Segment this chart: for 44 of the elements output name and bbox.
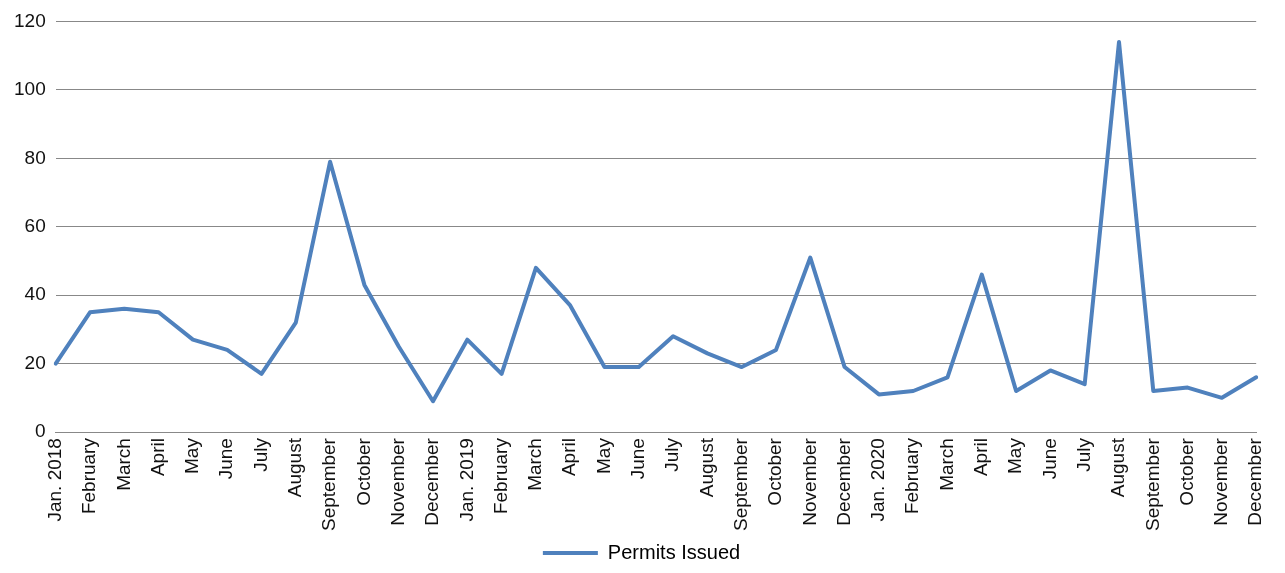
y-tick-label: 40 (24, 283, 46, 305)
x-tick-label: October (764, 437, 786, 506)
x-tick-label: July (661, 437, 683, 472)
x-tick-label: September (729, 437, 751, 532)
x-tick-label: August (1107, 437, 1129, 498)
x-tick-label: May (1004, 437, 1026, 474)
x-tick-label: August (695, 437, 717, 498)
x-tick-label: December (832, 437, 854, 526)
x-tick-label: November (1210, 437, 1232, 526)
x-tick-label: March (524, 438, 546, 491)
y-tick-label: 80 (24, 146, 46, 168)
x-tick-label: September (1141, 437, 1163, 532)
x-tick-label: December (1244, 437, 1266, 526)
y-tick-label: 0 (35, 420, 46, 442)
x-tick-label: Jan. 2020 (867, 438, 889, 522)
legend-label: Permits Issued (607, 540, 741, 563)
x-tick-label: Jan. 2018 (43, 438, 65, 522)
x-tick-label: November (386, 437, 408, 526)
x-tick-label: March (935, 438, 957, 491)
x-tick-label: July (1072, 437, 1094, 472)
x-tick-label: February (78, 437, 100, 515)
x-tick-label: May (181, 437, 203, 474)
x-tick-label: March (112, 438, 134, 491)
x-tick-label: September (318, 437, 340, 532)
x-tick-label: July (249, 437, 271, 472)
x-tick-label: October (1175, 437, 1197, 506)
x-tick-label: April (146, 438, 168, 477)
x-tick-label: Jan. 2019 (455, 438, 477, 522)
y-tick-label: 60 (24, 214, 46, 236)
x-tick-label: June (215, 438, 237, 480)
x-tick-label: October (352, 437, 374, 506)
x-tick-label: June (627, 438, 649, 480)
y-tick-label: 100 (14, 78, 46, 100)
x-tick-label: December (421, 437, 443, 526)
x-tick-label: May (592, 437, 614, 474)
x-tick-label: February (489, 437, 511, 515)
x-tick-label: February (901, 437, 923, 515)
x-tick-label: June (1038, 438, 1060, 480)
x-tick-label: April (970, 438, 992, 477)
x-tick-label: April (558, 438, 580, 477)
x-tick-label: August (284, 437, 306, 498)
x-tick-label: November (798, 437, 820, 526)
y-tick-label: 120 (14, 9, 46, 31)
y-tick-label: 20 (24, 351, 46, 373)
